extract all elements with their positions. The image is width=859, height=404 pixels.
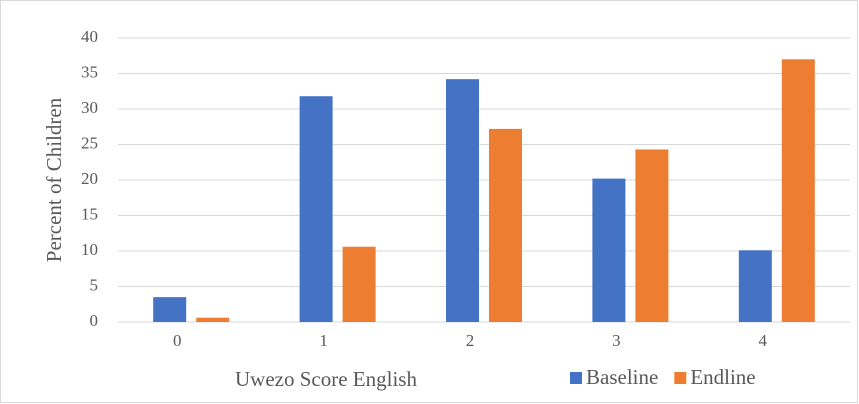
bar bbox=[196, 317, 230, 322]
bar bbox=[781, 59, 815, 323]
x-axis-title: Uwezo Score English bbox=[235, 367, 417, 391]
y-tick-label: 10 bbox=[81, 240, 98, 259]
y-tick-label: 5 bbox=[90, 275, 99, 294]
bar bbox=[299, 96, 333, 322]
bar bbox=[592, 178, 626, 322]
y-axis-title: Percent of Children bbox=[42, 97, 66, 262]
bar bbox=[153, 297, 187, 322]
legend-swatch bbox=[570, 372, 582, 384]
x-tick-label: 4 bbox=[759, 331, 768, 350]
x-tick-label: 2 bbox=[466, 331, 475, 350]
bar bbox=[635, 149, 669, 322]
bar bbox=[342, 246, 376, 322]
y-tick-label: 35 bbox=[81, 62, 98, 81]
y-tick-label: 25 bbox=[81, 133, 98, 152]
y-tick-label: 30 bbox=[81, 98, 98, 117]
y-tick-label: 0 bbox=[90, 311, 99, 330]
x-tick-label: 3 bbox=[612, 331, 621, 350]
bar bbox=[446, 79, 479, 323]
x-tick-label: 0 bbox=[173, 331, 182, 350]
y-tick-label: 20 bbox=[81, 169, 98, 188]
x-tick-label: 1 bbox=[319, 331, 328, 350]
legend-swatch bbox=[674, 372, 687, 384]
legend-label: Endline bbox=[690, 365, 755, 389]
y-tick-label: 15 bbox=[81, 204, 98, 223]
y-tick-label: 40 bbox=[81, 27, 98, 46]
legend-label: Baseline bbox=[586, 365, 658, 389]
bar bbox=[738, 250, 772, 322]
bar bbox=[489, 128, 522, 322]
